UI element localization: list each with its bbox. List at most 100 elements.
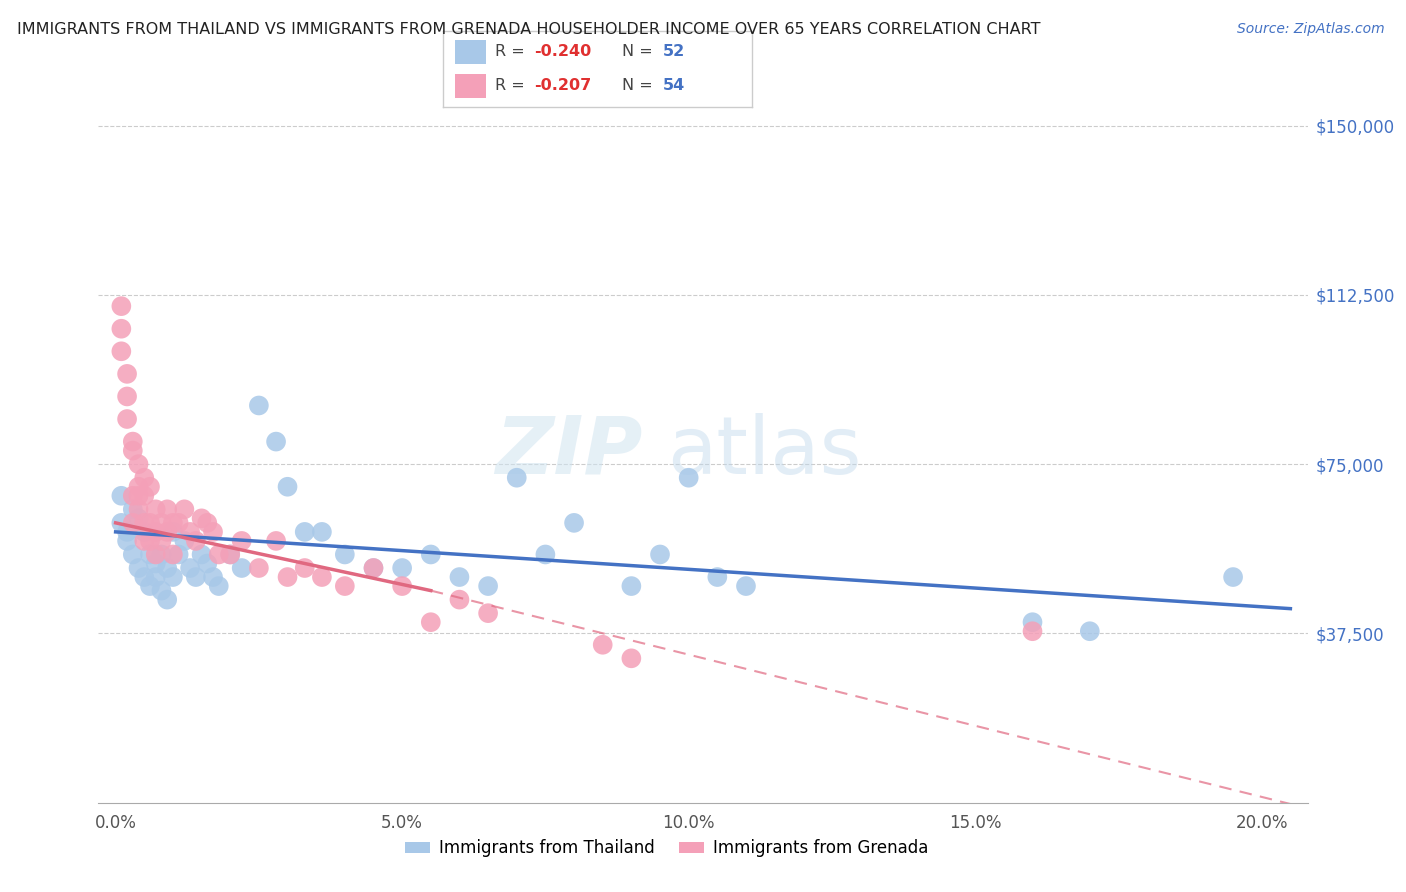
Point xyxy=(333,548,356,562)
Text: 52: 52 xyxy=(662,45,685,59)
Point xyxy=(449,570,471,584)
Point xyxy=(735,579,758,593)
Point xyxy=(391,561,413,575)
Point xyxy=(449,592,471,607)
Text: R =: R = xyxy=(495,78,530,94)
Point xyxy=(363,561,385,575)
Point xyxy=(184,570,207,584)
Point xyxy=(620,579,643,593)
Point xyxy=(247,399,270,413)
Point xyxy=(121,516,143,530)
Point xyxy=(134,516,156,530)
Point xyxy=(139,480,162,494)
Point xyxy=(128,511,150,525)
Point xyxy=(150,516,173,530)
Point xyxy=(115,367,138,381)
Point xyxy=(534,548,557,562)
Text: ZIP: ZIP xyxy=(495,413,643,491)
Point xyxy=(311,524,333,539)
Point xyxy=(219,548,242,562)
Point xyxy=(145,502,167,516)
Point xyxy=(592,638,614,652)
Point xyxy=(145,570,167,584)
Bar xyxy=(456,74,486,98)
Text: atlas: atlas xyxy=(666,413,860,491)
Point xyxy=(121,434,143,449)
Point xyxy=(179,561,201,575)
Point xyxy=(150,548,173,562)
Point xyxy=(128,561,150,575)
Point xyxy=(1021,624,1043,639)
Point xyxy=(620,651,643,665)
Point xyxy=(145,548,167,562)
Legend: Immigrants from Thailand, Immigrants from Grenada: Immigrants from Thailand, Immigrants fro… xyxy=(399,832,935,864)
Point xyxy=(264,533,287,548)
Point xyxy=(202,570,225,584)
Point xyxy=(134,471,156,485)
Point xyxy=(706,570,728,584)
Point xyxy=(128,502,150,516)
Point xyxy=(134,533,156,548)
Point xyxy=(506,471,529,485)
Point xyxy=(277,570,299,584)
Point xyxy=(128,489,150,503)
Text: R =: R = xyxy=(495,45,530,59)
Point xyxy=(391,579,413,593)
Point xyxy=(184,533,207,548)
Point xyxy=(115,389,138,403)
Point xyxy=(110,489,132,503)
Point xyxy=(363,561,385,575)
Point xyxy=(139,516,162,530)
Point xyxy=(419,548,441,562)
Text: -0.207: -0.207 xyxy=(534,78,592,94)
Text: 54: 54 xyxy=(662,78,685,94)
Point xyxy=(219,548,242,562)
Point xyxy=(150,583,173,598)
Point xyxy=(179,524,201,539)
Point xyxy=(190,548,212,562)
Point xyxy=(294,561,316,575)
Point xyxy=(128,457,150,471)
Point xyxy=(145,557,167,571)
Point xyxy=(115,533,138,548)
Point xyxy=(115,412,138,426)
Point xyxy=(311,570,333,584)
Point xyxy=(264,434,287,449)
Point xyxy=(139,579,162,593)
Point xyxy=(134,570,156,584)
Point xyxy=(115,524,138,539)
Point xyxy=(110,299,132,313)
Bar xyxy=(456,39,486,64)
Point xyxy=(156,502,179,516)
Point xyxy=(121,489,143,503)
Point xyxy=(145,524,167,539)
Point xyxy=(202,524,225,539)
Point xyxy=(156,524,179,539)
Point xyxy=(134,524,156,539)
Point xyxy=(247,561,270,575)
Point xyxy=(156,592,179,607)
Point xyxy=(167,516,190,530)
Point xyxy=(231,533,253,548)
Point xyxy=(162,516,184,530)
Point xyxy=(173,533,195,548)
Point xyxy=(162,524,184,539)
Text: N =: N = xyxy=(623,45,658,59)
Point xyxy=(678,471,700,485)
Point xyxy=(1222,570,1244,584)
Point xyxy=(195,557,218,571)
Point xyxy=(121,502,143,516)
Point xyxy=(139,548,162,562)
Point xyxy=(134,489,156,503)
Point xyxy=(419,615,441,630)
Point xyxy=(477,579,499,593)
Point xyxy=(208,579,231,593)
Point xyxy=(162,570,184,584)
Point xyxy=(648,548,671,562)
Point xyxy=(128,480,150,494)
Point xyxy=(294,524,316,539)
Point xyxy=(173,502,195,516)
Point xyxy=(1021,615,1043,630)
Point xyxy=(162,548,184,562)
Point xyxy=(477,606,499,620)
